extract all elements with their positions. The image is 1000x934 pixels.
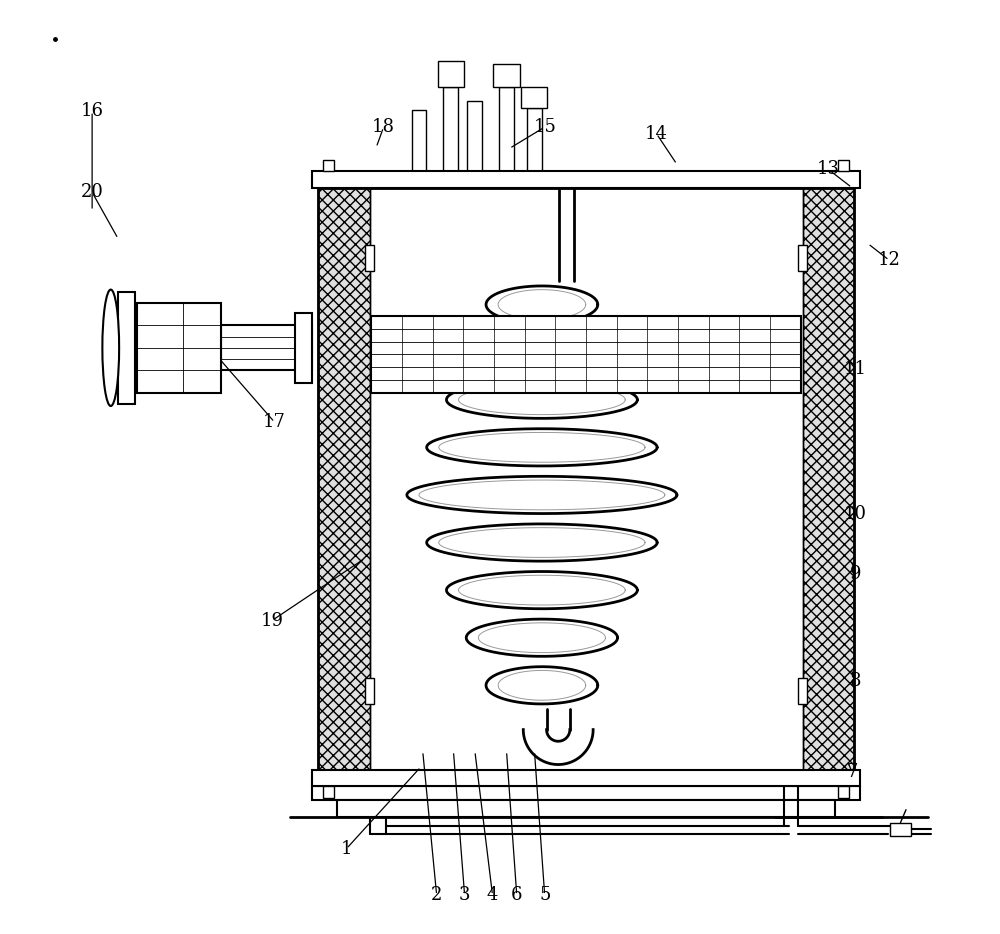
Bar [137, 304, 221, 392]
Text: 3: 3 [459, 886, 470, 904]
Bar [312, 171, 860, 188]
Text: 10: 10 [844, 504, 867, 522]
Bar [527, 107, 542, 171]
Bar [890, 823, 911, 836]
Bar [838, 160, 849, 171]
Bar [371, 316, 801, 392]
Bar [365, 246, 374, 272]
Bar [118, 292, 135, 403]
Bar [221, 325, 312, 370]
Text: 1: 1 [341, 840, 352, 857]
Bar [803, 188, 854, 770]
Text: 19: 19 [260, 612, 283, 630]
Ellipse shape [102, 290, 119, 406]
Bar [493, 64, 520, 87]
Bar [318, 188, 854, 770]
Text: 12: 12 [878, 251, 901, 269]
Bar [499, 87, 514, 171]
Bar [337, 800, 835, 817]
Bar [295, 313, 312, 383]
Text: 8: 8 [850, 672, 861, 690]
Bar [438, 61, 464, 87]
Bar [798, 678, 807, 704]
Text: 4: 4 [487, 886, 498, 904]
Bar [370, 188, 803, 770]
Text: 7: 7 [846, 763, 858, 782]
Text: 16: 16 [81, 103, 104, 120]
Text: 11: 11 [844, 361, 867, 378]
Bar [412, 110, 426, 171]
Bar [318, 188, 370, 770]
Bar [370, 188, 803, 770]
Text: 20: 20 [81, 183, 104, 202]
Text: 14: 14 [645, 124, 668, 143]
Bar [521, 87, 547, 107]
Text: 18: 18 [372, 118, 395, 136]
Bar [365, 678, 374, 704]
Bar [798, 246, 807, 272]
Text: 17: 17 [263, 414, 286, 432]
Bar [312, 786, 860, 800]
Bar [838, 786, 849, 798]
Bar [318, 188, 370, 770]
Bar [323, 160, 334, 171]
Bar [467, 101, 482, 171]
Text: 13: 13 [816, 160, 839, 178]
Bar [312, 770, 860, 786]
Text: 5: 5 [539, 886, 550, 904]
Bar [323, 786, 334, 798]
Text: 2: 2 [431, 886, 442, 904]
Text: 9: 9 [850, 565, 861, 583]
Bar [318, 188, 854, 770]
Bar [443, 87, 458, 171]
Text: 15: 15 [533, 118, 556, 136]
Bar [803, 188, 854, 770]
Text: 6: 6 [511, 886, 523, 904]
